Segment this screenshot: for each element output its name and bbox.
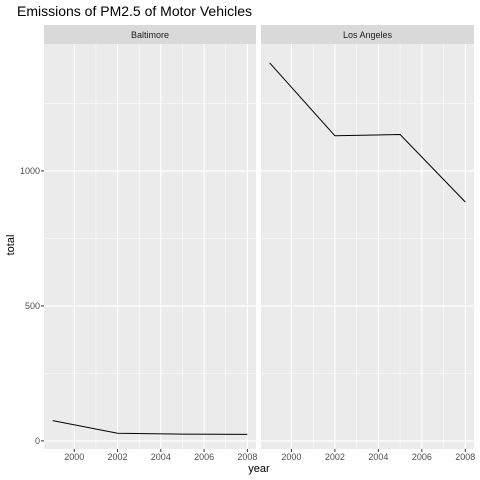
panel-background (261, 44, 474, 449)
x-tick-label: 2000 (64, 452, 84, 462)
facet-strip (261, 25, 474, 44)
y-tick-label: 1000 (20, 166, 40, 176)
facet-strip-label: Los Angeles (343, 30, 393, 40)
x-tick-label: 2004 (368, 452, 388, 462)
x-tick-label: 2006 (194, 452, 214, 462)
x-tick-label: 2008 (237, 452, 257, 462)
y-axis-label: total (5, 235, 17, 256)
chart-title: Emissions of PM2.5 of Motor Vehicles (17, 3, 252, 19)
x-axis-label: year (248, 463, 270, 475)
facet-strip-label: Baltimore (131, 30, 169, 40)
x-tick-label: 2000 (281, 452, 301, 462)
series-line-los-angeles (269, 62, 466, 203)
x-tick-label: 2006 (412, 452, 432, 462)
facet-strip (44, 25, 256, 44)
facet-panel-0: Baltimore 2000 2002 2004 2006 2008 (44, 25, 257, 462)
facet-panel-1: Los Angeles 2000 2002 2004 2006 2008 (261, 25, 475, 462)
y-tick-label: 0 (35, 436, 40, 446)
series-line-baltimore (52, 420, 248, 435)
x-tick-label: 2002 (108, 452, 128, 462)
x-tick-label: 2008 (455, 452, 475, 462)
x-tick-label: 2002 (325, 452, 345, 462)
panel-background (44, 44, 256, 449)
y-tick-label: 500 (25, 301, 40, 311)
x-tick-label: 2004 (151, 452, 171, 462)
